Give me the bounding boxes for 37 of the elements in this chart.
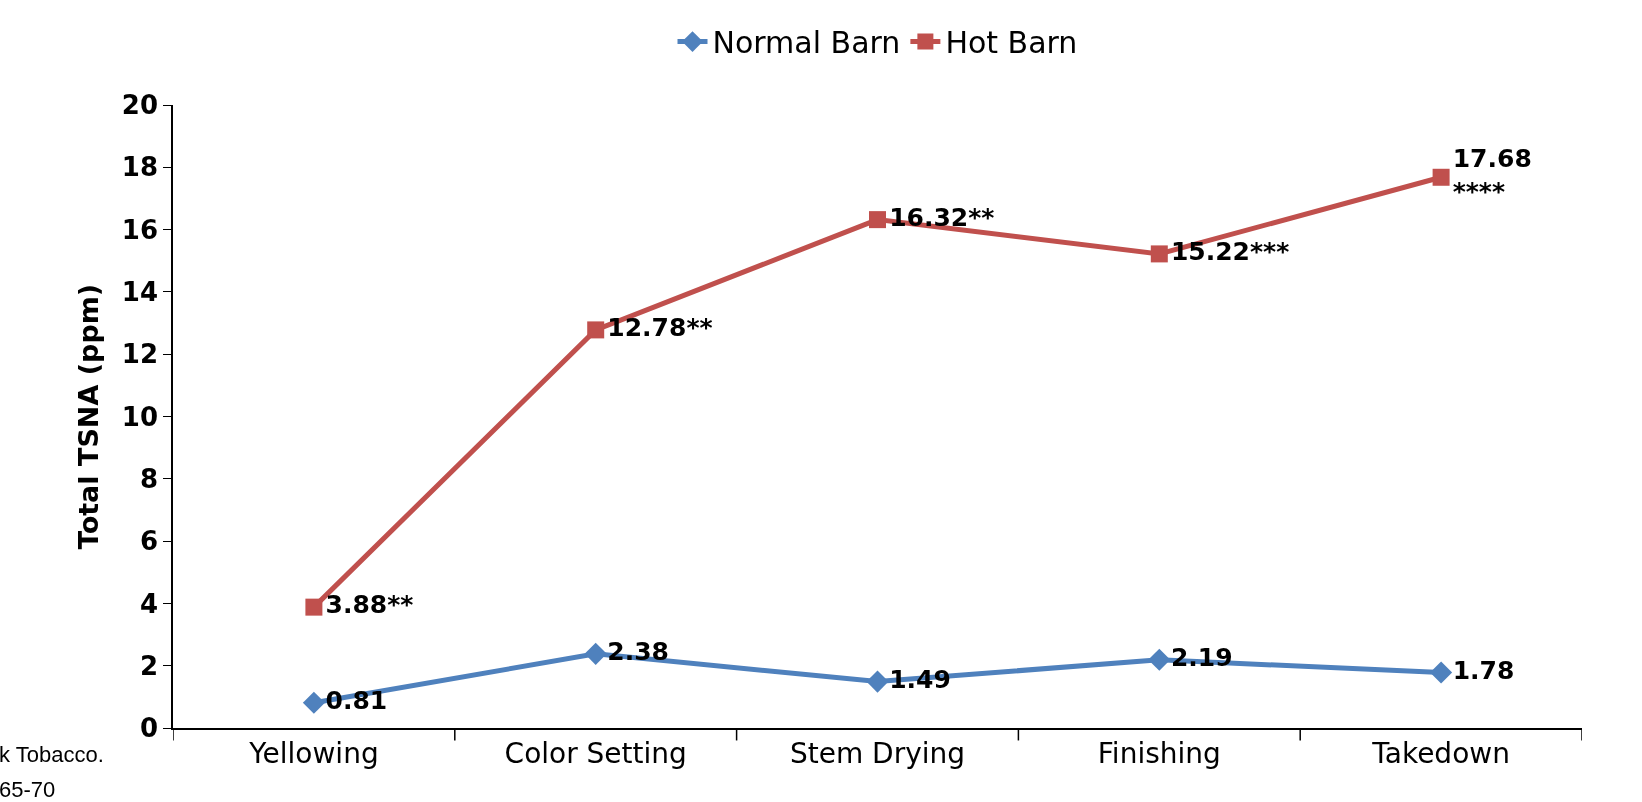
x-tick-label: Yellowing [248,737,379,771]
point [302,691,325,714]
x-tick-label: Takedown [1371,737,1510,771]
y-tick-label: 10 [121,401,159,432]
text: 65-70 [0,777,56,802]
point [1430,661,1453,684]
text: k Tobacco. [0,742,104,767]
y-tick-label: 0 [139,713,159,744]
point [584,642,607,665]
y-tick-label: 8 [139,463,159,494]
y-axis-title: Total TSNA (ppm) [73,283,105,550]
y-tick-label: 20 [121,90,159,121]
data-label: 1.78 [1452,655,1515,685]
y-tick-label: 16 [121,214,159,245]
y-tick-label: 4 [139,588,159,619]
point [587,321,605,339]
x-tick-label: Stem Drying [789,737,966,771]
point [305,598,323,616]
x-tick-label: Finishing [1097,737,1221,771]
point [1148,648,1171,671]
data-label: 17.68 **** [1452,144,1532,206]
legend-label: Normal Barn [712,25,901,61]
x-tick-label: Color Setting [504,737,687,771]
data-label: 15.22*** [1170,237,1290,267]
data-label: 12.78** [607,313,713,343]
data-label: 16.32** [889,202,995,232]
point [866,670,889,693]
point [1150,245,1168,263]
y-tick-label: 6 [139,526,159,557]
y-tick-label: 12 [121,339,159,370]
point [869,211,886,229]
legend-label: Hot Barn [945,25,1078,61]
y-tick-label: 14 [121,277,159,307]
data-label: 3.88** [325,590,414,620]
y-tick-label: 18 [121,152,159,183]
y-tick-label: 2 [139,650,159,681]
point [1432,168,1450,186]
